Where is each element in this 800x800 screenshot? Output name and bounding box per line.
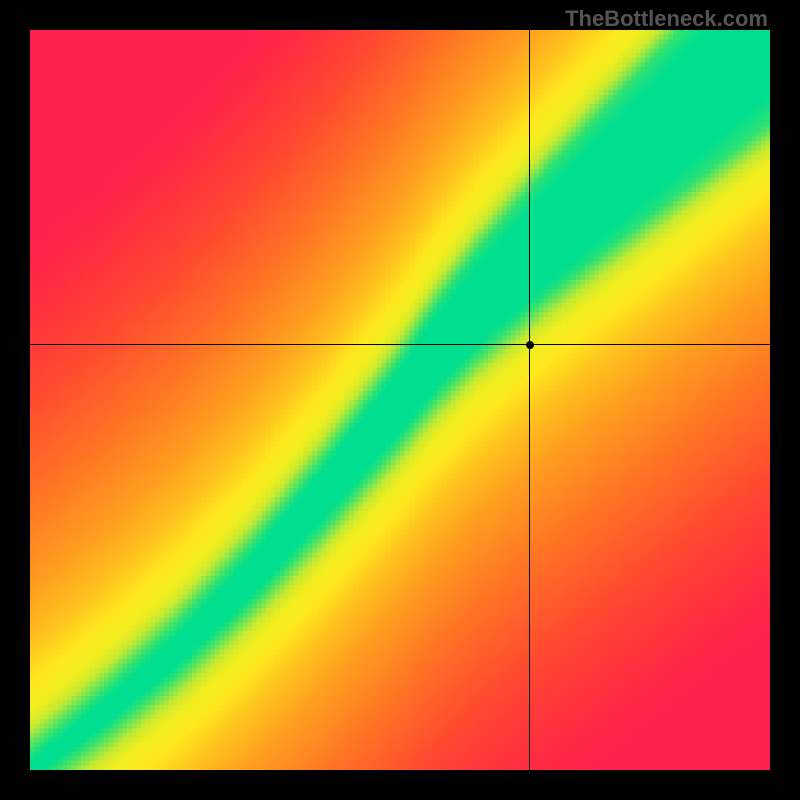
crosshair-horizontal	[30, 344, 770, 345]
watermark-text: TheBottleneck.com	[565, 6, 768, 32]
data-point-marker	[526, 341, 534, 349]
crosshair-vertical	[529, 30, 530, 770]
bottleneck-heatmap	[30, 30, 770, 770]
chart-container: TheBottleneck.com	[0, 0, 800, 800]
